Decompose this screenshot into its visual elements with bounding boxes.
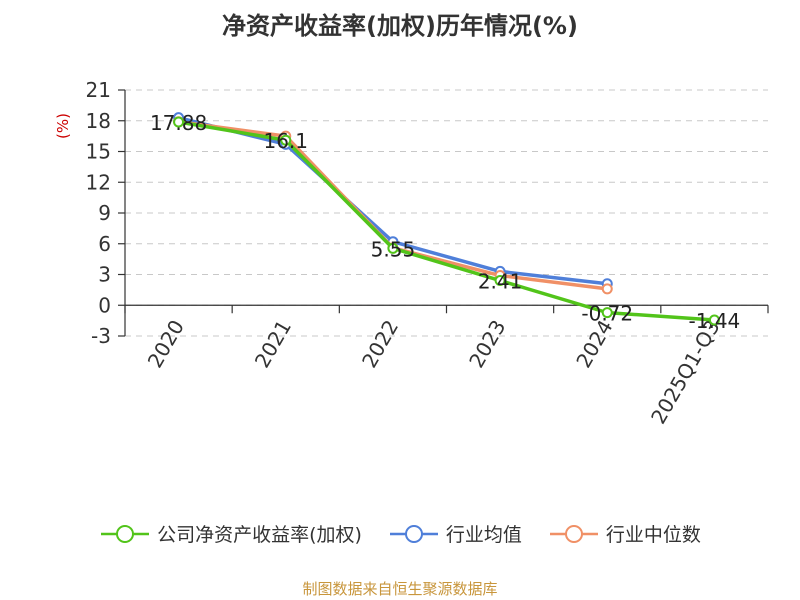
legend-item: 行业中位数 [548,520,701,547]
legend-item: 公司净资产收益率(加权) [99,520,362,547]
y-tick-label: 15 [86,140,111,164]
data-label: 2.41 [478,270,523,294]
y-tick-label: 18 [86,109,111,133]
series-point [173,116,185,128]
series-point [494,275,506,287]
x-tick-label: 2021 [250,316,296,372]
data-label: -1.44 [689,309,741,333]
legend-swatch-marker [404,524,423,543]
x-tick-label: 2022 [357,316,403,372]
data-label: 16.1 [263,129,308,153]
series-layer [173,112,720,326]
legend-swatch [549,524,598,543]
y-tick-label: -3 [91,324,111,348]
legend-swatch [101,524,150,543]
legend-label: 行业中位数 [605,524,701,546]
data-label: 5.55 [371,237,416,261]
x-tick-label: 2023 [464,316,510,372]
series-point [280,134,292,146]
series-point [708,314,720,326]
data-label: -0.72 [581,302,633,326]
series-point [601,307,613,319]
y-tick-label: 6 [98,232,111,256]
legend-label: 行业均值 [445,524,522,546]
y-tick-label: 21 [86,78,111,102]
y-tick-label: 3 [98,263,111,287]
legend-label: 公司净资产收益率(加权) [157,524,362,546]
legend-swatch-marker [116,524,135,543]
legend-item: 行业均值 [388,520,522,547]
y-tick-label: 0 [98,293,111,317]
y-tick-label: 12 [86,170,111,194]
data-label: 17.88 [150,111,207,135]
series-line [178,120,715,322]
legend: 公司净资产收益率(加权) 行业均值 行业中位数 [0,520,800,547]
data-label-layer: 17.88 16.1 5.55 2.41 -0.72 -1.44 [150,111,740,333]
chart-title: 净资产收益率(加权)历年情况(%) [222,12,578,40]
legend-swatch-marker [564,524,583,543]
y-axis-label: (%) [54,113,72,139]
x-tick-label: 2020 [143,316,189,372]
series-point [601,283,613,295]
legend-swatch [389,524,438,543]
y-tick-label: 9 [98,201,111,225]
source-note: 制图数据来自恒生聚源数据库 [302,580,498,598]
series-line [178,120,608,291]
series-point [387,242,399,254]
